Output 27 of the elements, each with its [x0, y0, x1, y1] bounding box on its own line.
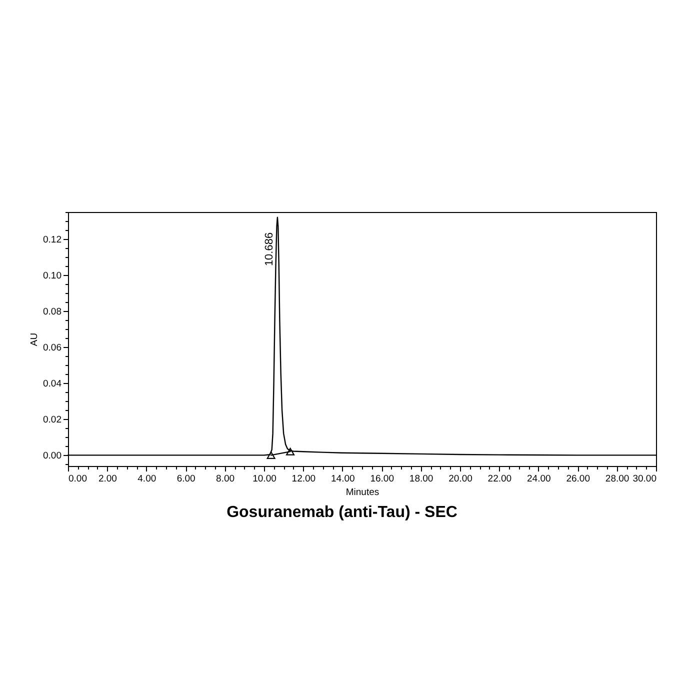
y-tick-label: 0.00 — [43, 450, 62, 462]
y-tick-label: 0.04 — [43, 378, 62, 390]
x-axis-title: Minutes — [346, 487, 380, 498]
x-tick-label: 22.00 — [488, 474, 512, 484]
x-tick-label: 24.00 — [527, 474, 551, 484]
y-tick-label: 0.06 — [43, 342, 62, 354]
x-tick-label: 6.00 — [176, 474, 196, 484]
x-tick-label: 0.00 — [68, 474, 87, 484]
x-tick-label: 26.00 — [566, 474, 590, 484]
y-tick-label: 0.10 — [43, 270, 62, 282]
x-tick-label: 20.00 — [448, 474, 472, 484]
x-tick-label: 4.00 — [138, 474, 156, 484]
x-tick-label: 10.00 — [252, 474, 276, 484]
y-tick-label: 0.12 — [43, 234, 62, 246]
y-tick-label: 0.02 — [43, 414, 62, 426]
x-tick-label: 18.00 — [409, 474, 434, 484]
y-axis-title: AU — [29, 332, 40, 346]
x-tick-label: 8.00 — [216, 474, 235, 484]
x-tick-label: 28.00 — [605, 474, 630, 484]
text: Gosuranemab (anti-Tau) - SEC — [226, 504, 458, 521]
annotation: 10.686 — [263, 232, 276, 266]
x-tick-label: 14.00 — [331, 474, 355, 484]
y-tick-label: 0.08 — [43, 306, 62, 318]
x-tick-label: 30.00 — [632, 474, 656, 484]
x-tick-label: 16.00 — [370, 474, 394, 484]
x-tick-label: 2.00 — [98, 474, 117, 484]
x-tick-label: 12.00 — [292, 474, 316, 484]
